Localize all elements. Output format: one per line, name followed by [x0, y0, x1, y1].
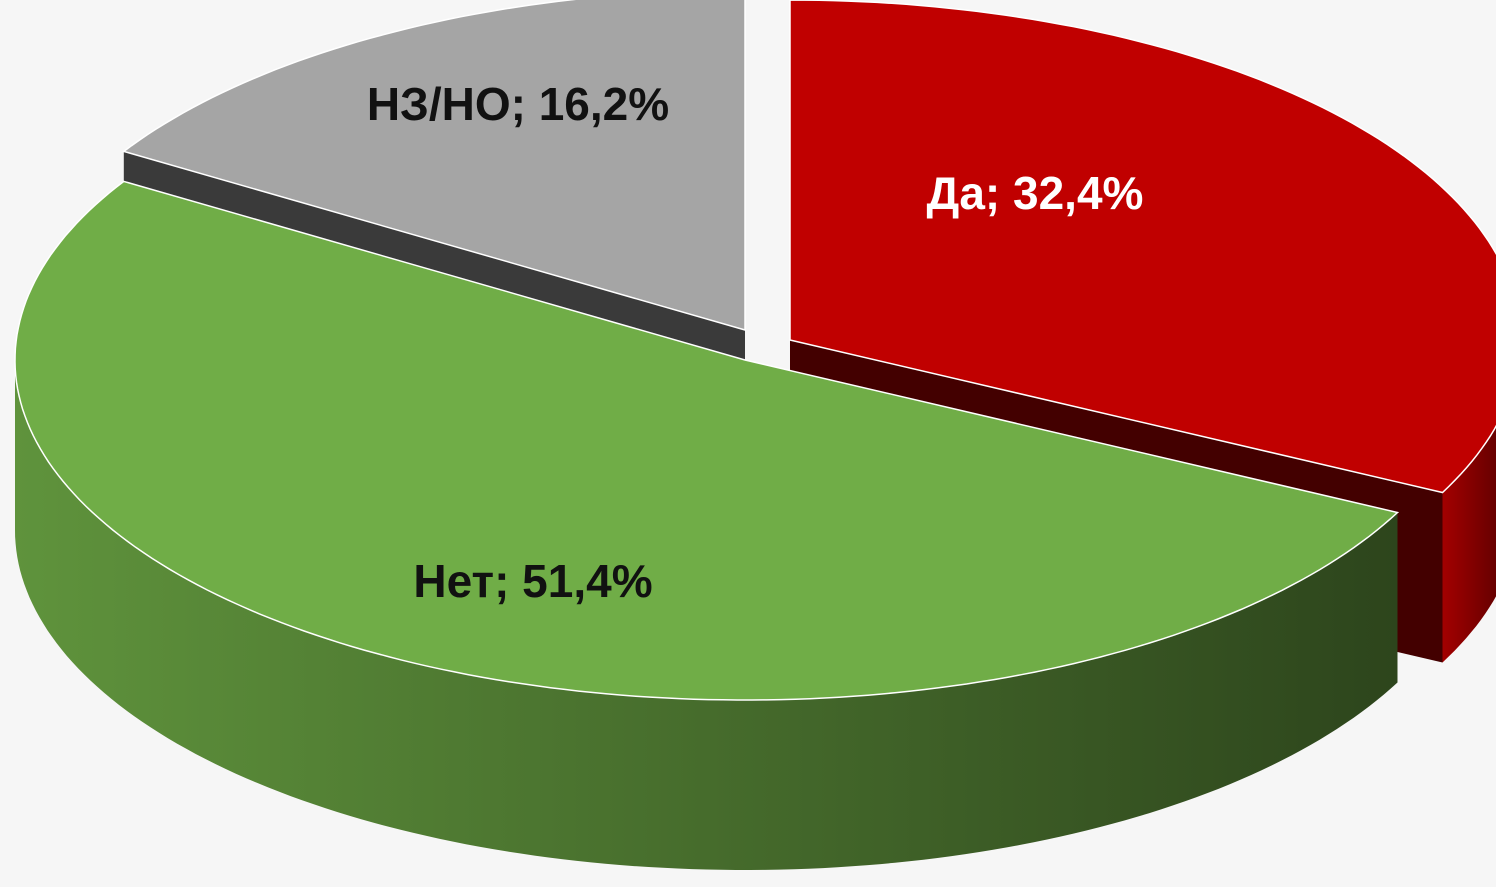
pie-slice [14, 180, 1400, 701]
data-label: НЗ/НО; 16,2% [367, 78, 669, 130]
data-label: Да; 32,4% [927, 167, 1144, 219]
slice-side [1442, 426, 1496, 663]
pie-slice [122, 0, 746, 331]
slice-side [15, 360, 1398, 870]
slice-tops [14, 0, 1496, 701]
pie-slice [789, 0, 1496, 494]
data-label: Нет; 51,4% [413, 555, 652, 607]
data-labels: Да; 32,4% Нет; 51,4% НЗ/НО; 16,2% [367, 78, 1144, 607]
